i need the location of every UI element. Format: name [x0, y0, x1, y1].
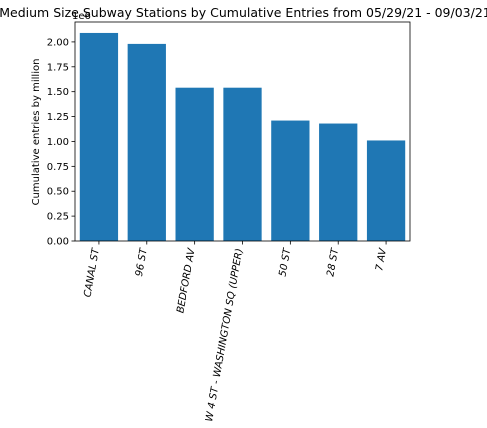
chart-title: Medium Size Subway Stations by Cumulativ…: [0, 5, 487, 20]
bars-group: [79, 32, 406, 242]
bar: [223, 87, 262, 241]
y-tick-label: 0.50: [47, 187, 69, 198]
y-tick-label: 1.25: [47, 112, 69, 123]
x-tick-label: 7 AV: [374, 246, 389, 271]
x-tick-label: BEDFORD AV: [175, 246, 197, 314]
bar: [271, 120, 310, 241]
y-tick-label: 0.25: [47, 212, 69, 223]
y-tick-label: 0.00: [47, 237, 69, 248]
bar: [366, 140, 406, 241]
x-tick-label: CANAL ST: [82, 247, 102, 298]
bar: [127, 43, 166, 242]
bar: [175, 87, 214, 241]
axis-offset-text: 1e6: [72, 11, 91, 22]
x-tick-label: 96 ST: [134, 247, 150, 278]
plot-frame: [74, 21, 411, 242]
y-axis-label: Cumulative entries by million: [31, 59, 42, 206]
y-tick-label: 0.75: [47, 162, 69, 173]
y-tick-label: 1.50: [47, 87, 69, 98]
x-tick-label: W 4 ST - WASHINGTON SQ (UPPER): [204, 248, 245, 423]
y-axis: 0.00 0.25 0.50 0.75 1.00 1.25 1.50 1.75 2.00: [47, 37, 75, 248]
x-tick-label: 50 ST: [278, 247, 294, 278]
x-axis: CANAL ST 96 ST BEDFORD AV W 4 ST - WASHINGT…: [82, 241, 389, 423]
y-tick-label: 1.00: [47, 137, 69, 148]
x-tick-label: 28 ST: [325, 247, 341, 278]
y-tick-label: 2.00: [47, 37, 69, 48]
y-tick-label: 1.75: [47, 62, 69, 73]
bar: [79, 32, 119, 242]
bar: [319, 123, 358, 241]
